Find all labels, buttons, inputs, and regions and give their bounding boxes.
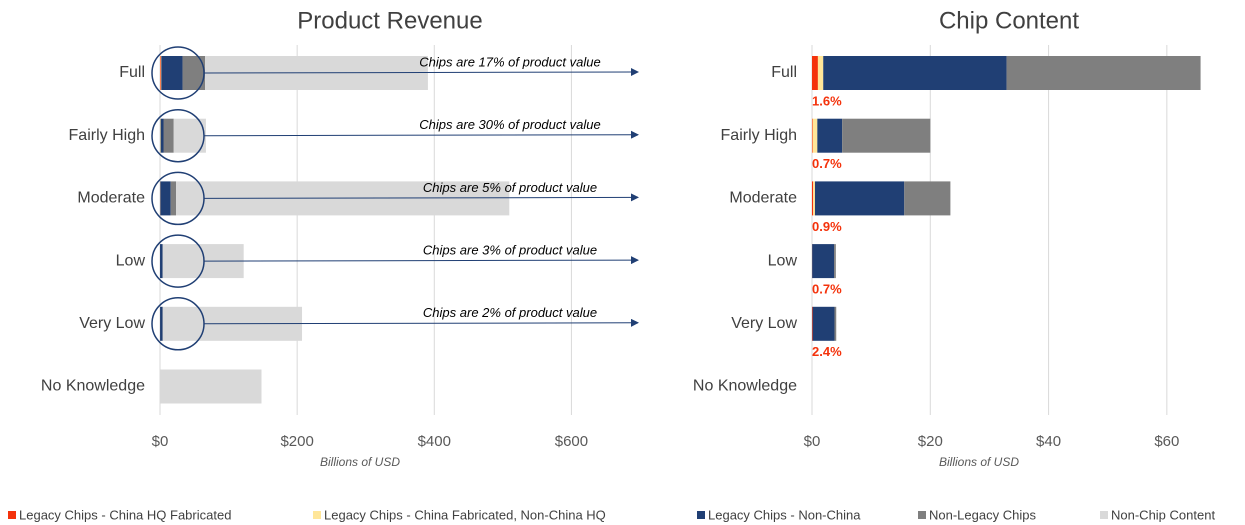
x-tick-label: $20 [918,433,943,450]
bar-segment [813,181,815,216]
bar-segment [812,306,813,341]
bar-note: 0.7% [812,156,842,171]
legend-swatch [1100,511,1108,519]
bar-segment [812,306,835,341]
category-label: No Knowledge [41,378,145,395]
x-tick-label: $60 [1154,433,1179,450]
bar-segment [160,369,262,404]
bar-segment [834,306,837,341]
category-label: Full [771,64,797,81]
x-tick-label: $400 [418,433,451,450]
legend-swatch [8,511,16,519]
bar-segment [834,244,836,279]
category-label: Low [116,252,146,269]
bar-segment [160,244,163,279]
annotation-arrow [203,318,639,327]
bar-segment [170,181,177,216]
bar-segment [812,56,818,90]
chart-title: Product Revenue [297,7,482,34]
x-tick-label: $40 [1036,433,1061,450]
legend-swatch [697,511,705,519]
bar-segment [160,306,163,341]
category-label: Full [119,64,145,81]
legend-label: Legacy Chips - Non-China [708,507,861,522]
category-label: Moderate [729,190,797,207]
bar-segment [163,118,174,153]
bar-segment [812,118,818,153]
annotation-arrow [203,130,639,139]
bar-note: 1.6% [812,93,842,108]
bar-segment [814,181,905,216]
x-axis-label: Billions of USD [939,455,1019,469]
annotation-arrow [203,256,639,265]
legend-label: Legacy Chips - China HQ Fabricated [19,507,231,522]
annotation: Chips are 5% of product value [423,180,597,195]
category-label: Fairly High [69,127,145,144]
annotation: Chips are 17% of product value [419,54,600,69]
x-tick-label: $0 [152,433,169,450]
bar-segment [160,118,161,153]
bar-segment [842,118,931,153]
legend-label: Legacy Chips - China Fabricated, Non-Chi… [324,507,606,522]
bar-segment [173,118,206,153]
legend-swatch [313,511,321,519]
bar-segment [160,118,164,153]
category-label: Fairly High [721,127,797,144]
bar-note: 0.9% [812,219,842,234]
bar-segment [812,244,835,279]
bar-note: 0.7% [812,282,842,297]
bar-segment [812,118,813,153]
bar-segment [823,56,1007,90]
category-label: Moderate [77,190,145,207]
bar-segment [817,118,843,153]
bar-segment [1006,56,1201,90]
x-tick-label: $0 [804,433,821,450]
chart-title: Chip Content [939,7,1079,34]
annotation: Chips are 3% of product value [423,243,597,258]
category-label: Low [768,252,798,269]
annotation: Chips are 2% of product value [423,305,597,320]
legend-label: Non-Chip Content [1111,507,1215,522]
x-tick-label: $600 [555,433,588,450]
bar-segment [182,56,206,90]
annotation-arrow [203,68,639,77]
bar-segment [160,56,162,90]
annotation-arrow [203,193,639,202]
bar-segment [160,181,171,216]
bar-segment [817,56,824,90]
category-label: No Knowledge [693,378,797,395]
x-axis-label: Billions of USD [320,455,400,469]
x-tick-label: $200 [280,433,313,450]
bar-segment [161,56,183,90]
category-label: Very Low [79,315,145,332]
bar-note: 2.4% [812,344,842,359]
bar-segment [160,56,161,90]
bar-segment [812,181,814,216]
category-label: Very Low [731,315,797,332]
legend-swatch [918,511,926,519]
bar-segment [904,181,951,216]
annotation: Chips are 30% of product value [419,117,600,132]
legend-label: Non-Legacy Chips [929,507,1036,522]
